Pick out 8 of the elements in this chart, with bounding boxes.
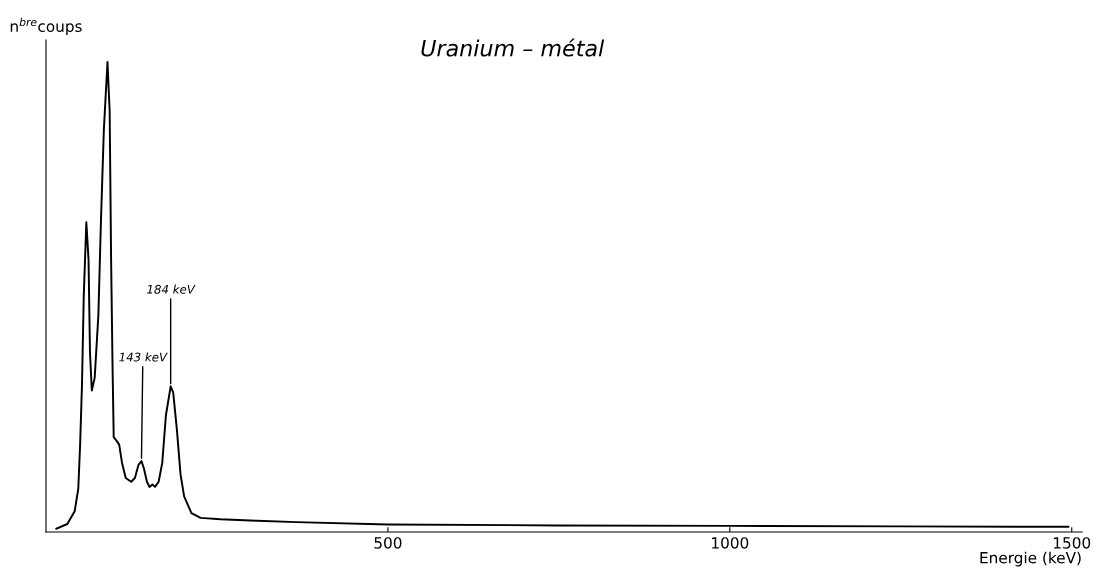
annotation: 143 keV bbox=[119, 352, 168, 362]
chart-title: Uranium – métal bbox=[421, 38, 605, 57]
y-axis-title: n$^{bre}$coups bbox=[10, 17, 82, 35]
annotation: 184 keV bbox=[147, 284, 196, 294]
x-tick-label: 1500 bbox=[1053, 537, 1091, 549]
x-tick-label: 1000 bbox=[712, 537, 749, 549]
x-axis-title: Energie (keV) bbox=[980, 551, 1081, 567]
x-tick-label: 500 bbox=[374, 537, 402, 549]
